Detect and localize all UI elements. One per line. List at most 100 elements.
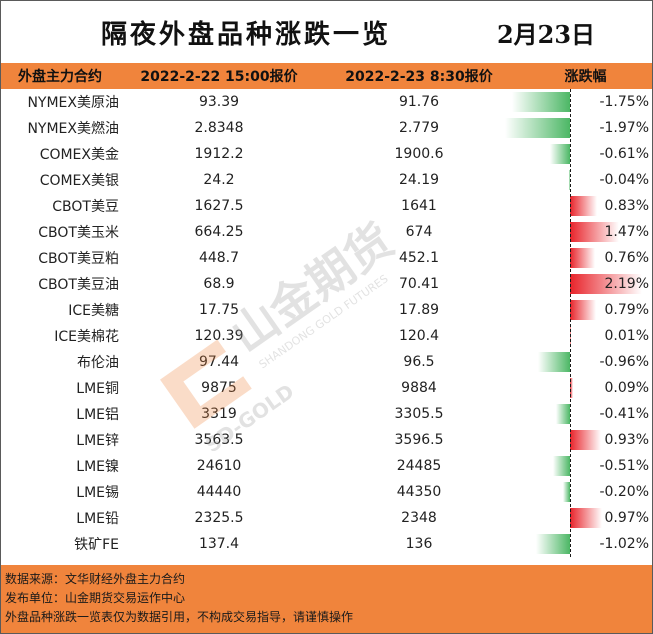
contract-name: NYMEX美原油 xyxy=(27,95,119,111)
prev-price: 1627.5 xyxy=(194,198,244,214)
prev-price: 120.39 xyxy=(194,328,244,344)
change-pct: 1.47% xyxy=(604,224,649,240)
prev-price: 24610 xyxy=(196,458,242,474)
change-pct: 0.09% xyxy=(604,380,649,396)
curr-price: 120.4 xyxy=(398,328,440,344)
curr-price: 2348 xyxy=(401,510,437,526)
contract-name: COMEX美银 xyxy=(39,173,119,189)
change-bar xyxy=(504,118,570,138)
footer-source: 数据来源：文华财经外盘主力合约 xyxy=(5,572,186,586)
table-row: COMEX美银 24.2 24.19 -0.04% xyxy=(1,167,652,193)
curr-price: 452.1 xyxy=(398,250,440,266)
table-row: LME铝 3319 3305.5 -0.41% xyxy=(1,401,652,427)
change-pct: 0.76% xyxy=(604,250,649,266)
change-bar xyxy=(549,144,570,164)
curr-price: 70.41 xyxy=(398,276,440,292)
prev-price: 448.7 xyxy=(198,250,240,266)
change-pct: 0.79% xyxy=(604,302,649,318)
change-bar xyxy=(538,352,570,372)
change-pct: -0.61% xyxy=(599,146,649,162)
curr-price: 2.779 xyxy=(398,120,440,136)
table-row: ICE美棉花 120.39 120.4 0.01% xyxy=(1,323,652,349)
prev-price: 137.4 xyxy=(198,536,240,552)
table-row: ICE美糖 17.75 17.89 0.79% xyxy=(1,297,652,323)
contract-name: LME镍 xyxy=(76,459,119,475)
contract-name: CBOT美玉米 xyxy=(38,225,119,241)
change-pct: -0.20% xyxy=(599,484,649,500)
prev-price: 24.2 xyxy=(203,172,235,188)
table-row: COMEX美金 1912.2 1900.6 -0.61% xyxy=(1,141,652,167)
prev-price: 44440 xyxy=(196,484,242,500)
change-pct: 0.01% xyxy=(604,328,649,344)
prev-price: 93.39 xyxy=(198,94,240,110)
curr-price: 24.19 xyxy=(398,172,440,188)
header-curr-price: 2022-2-23 8:30报价 xyxy=(345,69,493,85)
table-row: CBOT美豆粕 448.7 452.1 0.76% xyxy=(1,245,652,271)
contract-name: LME锌 xyxy=(76,433,119,449)
change-bar xyxy=(570,248,596,268)
report-date: 2月23日 xyxy=(496,19,596,49)
curr-price: 1900.6 xyxy=(394,146,444,162)
table-row: CBOT美玉米 664.25 674 1.47% xyxy=(1,219,652,245)
change-bar xyxy=(570,430,601,450)
page-title: 隔夜外盘品种涨跌一览 xyxy=(100,19,391,50)
table-header: 外盘主力合约 2022-2-22 15:00报价 2022-2-23 8:30报… xyxy=(1,63,652,89)
change-pct: -0.41% xyxy=(599,406,649,422)
prev-price: 2.8348 xyxy=(194,120,244,136)
contract-name: ICE美棉花 xyxy=(54,329,119,345)
table-row: 布伦油 97.44 96.5 -0.96% xyxy=(1,349,652,375)
contract-name: 布伦油 xyxy=(77,355,119,371)
change-bar xyxy=(563,482,570,502)
contract-name: LME铜 xyxy=(76,381,119,397)
change-pct: -0.96% xyxy=(599,354,649,370)
curr-price: 24485 xyxy=(396,458,442,474)
contract-name: CBOT美豆 xyxy=(52,199,119,215)
table-row: LME锡 44440 44350 -0.20% xyxy=(1,479,652,505)
prev-price: 3563.5 xyxy=(194,432,244,448)
header-change: 涨跌幅 xyxy=(564,69,607,85)
change-bar xyxy=(570,378,573,398)
title-row: 隔夜外盘品种涨跌一览 2月23日 xyxy=(1,1,652,63)
table-row: 铁矿FE 137.4 136 -1.02% xyxy=(1,531,652,557)
contract-name: COMEX美金 xyxy=(39,147,119,163)
curr-price: 3305.5 xyxy=(394,406,444,422)
footer-disclaimer: 外盘品种涨跌一览表仅为数据引用，不构成交易指导，请谨慎操作 xyxy=(5,610,354,624)
change-bar xyxy=(570,274,643,294)
table-row: LME铜 9875 9884 0.09% xyxy=(1,375,652,401)
prev-price: 664.25 xyxy=(194,224,244,240)
table-row: LME镍 24610 24485 -0.51% xyxy=(1,453,652,479)
curr-price: 1641 xyxy=(401,198,437,214)
header-prev-price: 2022-2-22 15:00报价 xyxy=(140,69,298,85)
footer-publisher: 发布单位：山金期货交易运作中心 xyxy=(5,591,186,605)
change-bar xyxy=(568,170,570,190)
change-bar xyxy=(553,456,570,476)
table-row: LME铅 2325.5 2348 0.97% xyxy=(1,505,652,531)
change-bar xyxy=(570,196,598,216)
prev-price: 3319 xyxy=(201,406,237,422)
change-bar xyxy=(570,508,602,528)
change-pct: 2.19% xyxy=(604,276,649,292)
change-bar xyxy=(570,222,619,242)
contract-name: 铁矿FE xyxy=(74,537,119,553)
change-pct: -0.51% xyxy=(599,458,649,474)
curr-price: 3596.5 xyxy=(394,432,444,448)
contract-name: ICE美糖 xyxy=(68,303,119,319)
change-pct: -1.97% xyxy=(599,120,649,136)
prev-price: 9875 xyxy=(201,380,237,396)
prev-price: 17.75 xyxy=(198,302,240,318)
contract-name: LME锡 xyxy=(76,485,119,501)
curr-price: 674 xyxy=(405,224,433,240)
table-row: CBOT美豆油 68.9 70.41 2.19% xyxy=(1,271,652,297)
contract-name: LME铝 xyxy=(76,407,119,423)
bar-zero-axis xyxy=(570,89,571,557)
curr-price: 44350 xyxy=(396,484,442,500)
contract-name: CBOT美豆粕 xyxy=(38,251,119,267)
header-contract: 外盘主力合约 xyxy=(18,69,102,85)
change-bar xyxy=(570,300,597,320)
change-pct: 0.93% xyxy=(604,432,649,448)
contract-name: CBOT美豆油 xyxy=(38,277,119,293)
change-pct: -0.04% xyxy=(599,172,649,188)
change-pct: -1.75% xyxy=(599,94,649,110)
change-bar xyxy=(512,92,570,112)
